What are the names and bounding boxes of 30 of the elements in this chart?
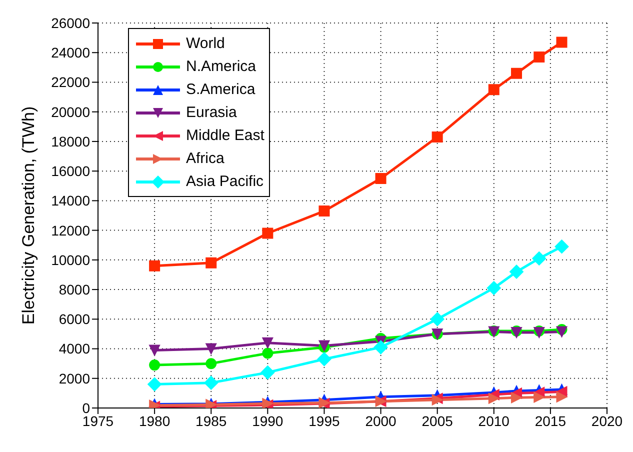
y-tick-label: 18000 [51,133,90,150]
y-tick-label: 14000 [51,192,90,209]
y-tick-label: 2000 [58,370,90,386]
y-tick-label: 16000 [51,163,90,180]
x-tick-label: 1980 [138,412,170,429]
legend-label: Asia Pacific [186,173,264,190]
y-tick-label: 20000 [51,104,90,120]
y-tick-label: 26000 [51,14,90,31]
legend-label: World [186,35,225,52]
y-tick-label: 8000 [58,282,90,298]
legend-label: S.America [186,81,256,98]
x-tick-label: 2015 [534,412,566,429]
legend-label: Eurasia [186,104,237,121]
x-tick-label: 2020 [591,412,623,429]
y-axis-title: Electricity Generation, (TWh) [19,106,38,325]
x-tick-label: 2000 [365,412,397,429]
x-tick-label: 1995 [308,412,340,429]
y-tick-label: 12000 [51,222,90,238]
y-tick-label: 22000 [51,74,90,90]
y-tick-label: 4000 [58,340,90,357]
y-tick-label: 24000 [51,44,90,61]
legend-label: N.America [186,58,256,75]
y-tick-label: 10000 [51,252,90,268]
x-tick-label: 1990 [252,412,284,429]
x-tick-label: 2005 [422,412,454,429]
y-tick-label: 6000 [58,311,90,328]
x-tick-label: 1985 [196,412,227,429]
x-tick-label: 2010 [478,412,510,429]
legend-label: Africa [186,150,224,167]
legend-label: Middle East [186,127,264,144]
